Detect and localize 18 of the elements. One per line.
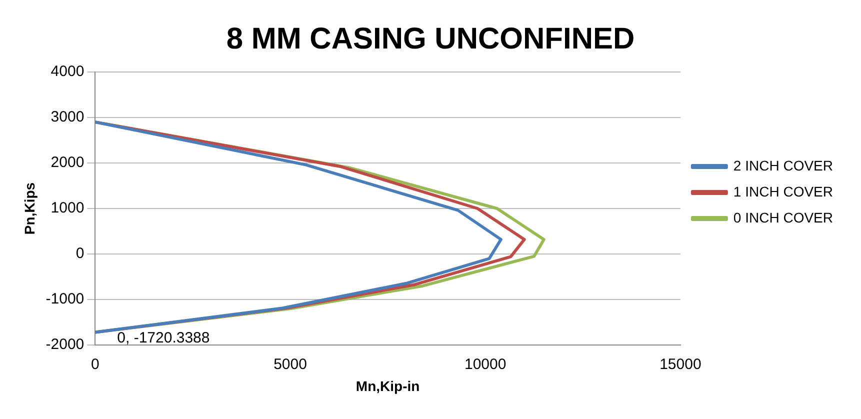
legend-label: 2 INCH COVER xyxy=(733,157,834,174)
y-tick-label: -2000 xyxy=(46,336,84,354)
y-tick-label: 0 xyxy=(76,245,84,262)
y-tick-label: 4000 xyxy=(50,63,84,80)
y-tick-label: 2000 xyxy=(50,154,84,172)
y-tick-label: -1000 xyxy=(46,290,84,308)
x-tick-label: 0 xyxy=(90,356,100,374)
legend-label: 0 INCH COVER xyxy=(733,209,834,226)
x-tick-label: 5000 xyxy=(274,356,307,374)
x-tick-label: 10000 xyxy=(464,356,506,374)
annotation: 0, -1720.3388 xyxy=(117,329,210,346)
legend-label: 1 INCH COVER xyxy=(733,183,834,200)
y-tick-label: 3000 xyxy=(50,108,84,126)
x-tick-label: 15000 xyxy=(660,356,702,374)
y-axis-title: Pn,Kips xyxy=(21,182,38,235)
y-tick-label: 1000 xyxy=(50,200,84,217)
chart-title: 8 MM CASING UNCONFINED xyxy=(226,22,635,56)
x-axis-title: Mn,Kip-in xyxy=(356,378,420,394)
